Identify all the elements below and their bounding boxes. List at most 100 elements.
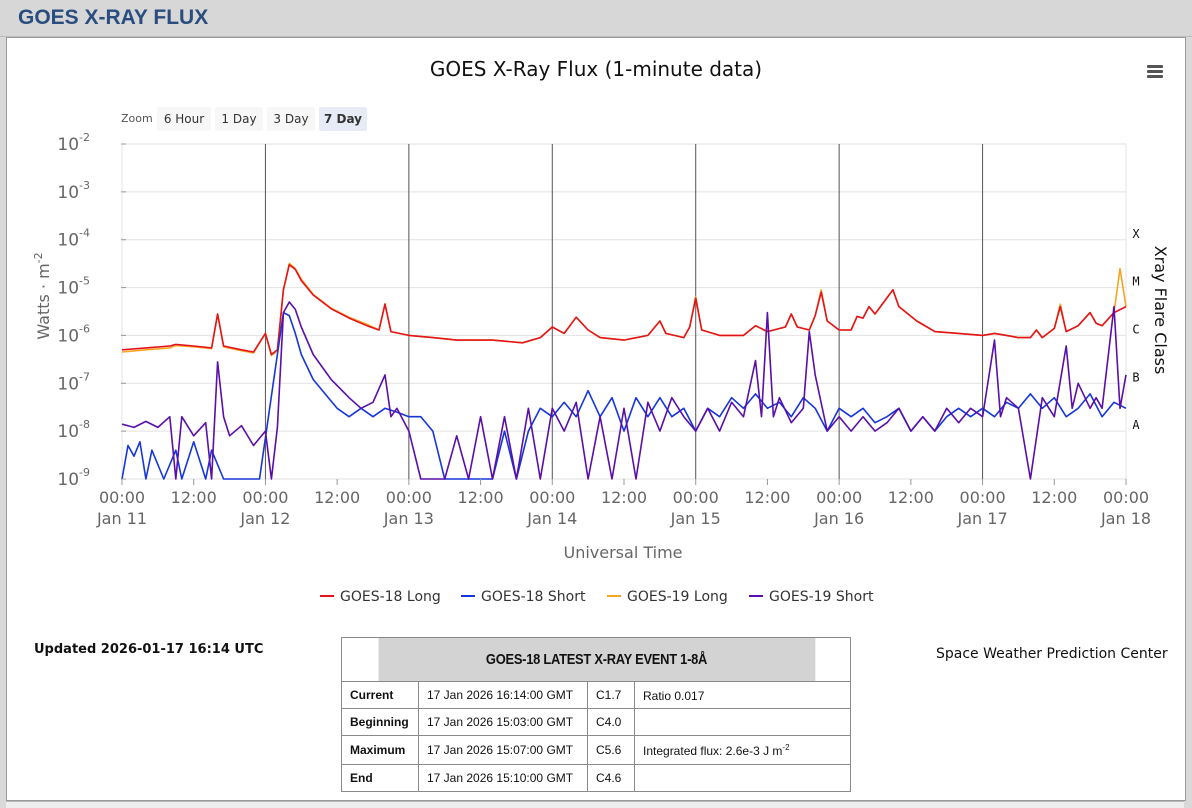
x-tick-date: Jan 16 [813,509,864,528]
legend-item[interactable]: GOES-19 Short [749,589,874,605]
table-row: Current 17 Jan 2026 16:14:00 GMT C1.7 Ra… [341,681,851,709]
page-header: GOES X-RAY FLUX [0,0,1192,37]
x-tick-time: 00:00 [386,488,432,507]
row-time: 17 Jan 2026 16:14:00 GMT [418,681,588,709]
event-table-title: GOES-18 LATEST X-RAY EVENT 1-8Å [376,637,816,682]
x-tick-time: 00:00 [816,488,862,507]
zoom-button-bg[interactable] [157,107,211,131]
zoom-button-1-day[interactable]: 1 Day [215,107,263,131]
zoom-button-bg[interactable] [267,107,315,131]
row-time: 17 Jan 2026 15:07:00 GMT [418,735,588,765]
x-tick-date: Jan 11 [96,509,147,528]
event-table-header-row: GOES-18 LATEST X-RAY EVENT 1-8Å [342,637,851,682]
zoom-button-7-day[interactable]: 7 Day [319,107,367,131]
zoom-button-label[interactable]: 7 Day [324,112,362,126]
x-tick-time: 12:00 [888,488,934,507]
menu-icon[interactable] [1143,62,1165,80]
right-axis-title: Xray Flare Class [1151,246,1170,375]
y-tick-label: 10-5 [57,275,90,299]
series-line-goes-18-short [121,311,1127,480]
flare-class-label: C [1132,323,1139,337]
legend-item[interactable]: GOES-18 Short [461,589,586,605]
table-row: End 17 Jan 2026 15:10:00 GMT C4.6 [341,764,851,792]
row-label: Maximum [341,735,419,765]
flare-class-labels: X M C B A [1132,227,1140,432]
row-label: Beginning [341,708,419,736]
zoom-label: Zoom [121,112,153,125]
x-tick-date: Jan 13 [383,509,434,528]
x-tick-date: Jan 15 [670,509,721,528]
chart-title: GOES X-Ray Flux (1-minute data) [430,57,762,81]
x-tick-date: Jan 17 [957,509,1008,528]
series-line-goes-18-long [121,263,1127,356]
x-tick-time: 00:00 [960,488,1006,507]
flare-class-label: M [1132,275,1139,289]
legend-label: GOES-19 Long [627,589,728,605]
zoom-button-label[interactable]: 3 Day [273,112,308,126]
legend-label: GOES-18 Long [340,589,441,605]
x-axis-ticks: 00:00 Jan 11 12:00 00:00 Jan 12 12:00 00:00 Jan… [96,479,1151,528]
row-extra: Integrated flux: 2.6e-3 J m-2 [634,735,851,765]
row-time: 17 Jan 2026 15:03:00 GMT [418,708,588,736]
zoom-button-bg[interactable] [215,107,263,131]
row-extra [634,764,851,792]
flare-class-label: B [1132,370,1139,384]
x-tick-date: Jan 18 [1100,509,1151,528]
legend-label: GOES-18 Short [481,589,586,605]
table-row: Beginning 17 Jan 2026 15:03:00 GMT C4.0 [341,708,851,736]
y-tick-label: 10-8 [57,418,90,442]
zoom-button-label[interactable]: 6 Hour [164,112,204,126]
x-tick-date: Jan 14 [526,509,577,528]
row-extra [634,708,851,736]
y-tick-label: 10-3 [57,179,90,203]
y-tick-label: 10-4 [57,227,90,251]
x-tick-time: 00:00 [1103,488,1149,507]
table-row: Maximum 17 Jan 2026 15:07:00 GMT C5.6 In… [341,735,851,765]
flare-class-label: A [1132,418,1140,432]
y-tick-label: 10-9 [57,466,90,490]
x-tick-time: 00:00 [242,488,288,507]
y-tick-label: 10-7 [57,370,90,394]
x-tick-time: 00:00 [529,488,575,507]
y-tick-label: 10-6 [57,322,90,346]
x-tick-time: 12:00 [601,488,647,507]
x-tick-time: 12:00 [314,488,360,507]
row-time: 17 Jan 2026 15:10:00 GMT [418,764,588,792]
row-label: End [341,764,419,792]
event-table: GOES-18 LATEST X-RAY EVENT 1-8Å Current … [341,637,851,792]
zoom-buttons: 6 Hour 1 Day 3 Day 7 Day [157,107,367,131]
row-class: C1.7 [587,681,635,709]
zoom-button-label[interactable]: 1 Day [221,112,256,126]
y-tick-label: 10-2 [57,131,90,155]
x-tick-time: 12:00 [458,488,504,507]
x-tick-time: 00:00 [99,488,145,507]
row-label: Current [341,681,419,709]
legend: GOES-18 Long GOES-18 Short GOES-19 Long GOE… [320,589,874,605]
updated-timestamp: Updated 2026-01-17 16:14 UTC [34,642,264,657]
y-axis-ticks: 10-2 10-3 10-4 10-5 10-6 10-7 10-8 10-9 [57,131,126,490]
credit-text: Space Weather Prediction Center [936,646,1168,662]
x-tick-time: 12:00 [1031,488,1077,507]
series-lines [121,262,1127,480]
row-extra: Ratio 0.017 [634,681,851,709]
row-class: C5.6 [587,735,635,765]
x-tick-time: 12:00 [171,488,217,507]
zoom-button-3-day[interactable]: 3 Day [267,107,315,131]
legend-label: GOES-19 Short [769,589,874,605]
legend-item[interactable]: GOES-19 Long [607,589,728,605]
legend-item[interactable]: GOES-18 Long [320,589,441,605]
xray-flux-chart: GOES X-Ray Flux (1-minute data) Zoom 6 H… [32,57,1170,605]
row-class: C4.0 [587,708,635,736]
x-axis-title: Universal Time [563,543,682,562]
series-line-goes-19-short [121,301,1127,480]
zoom-button-bg[interactable] [319,107,367,131]
row-class: C4.6 [587,764,635,792]
bottom-strip [6,801,1184,808]
x-tick-time: 00:00 [673,488,719,507]
zoom-button-6-hour[interactable]: 6 Hour [157,107,211,131]
flare-class-label: X [1132,227,1140,241]
x-tick-time: 12:00 [744,488,790,507]
page-title: GOES X-RAY FLUX [18,6,209,29]
x-tick-date: Jan 12 [239,509,290,528]
y-axis-title: Watts · m-2 [32,252,53,339]
